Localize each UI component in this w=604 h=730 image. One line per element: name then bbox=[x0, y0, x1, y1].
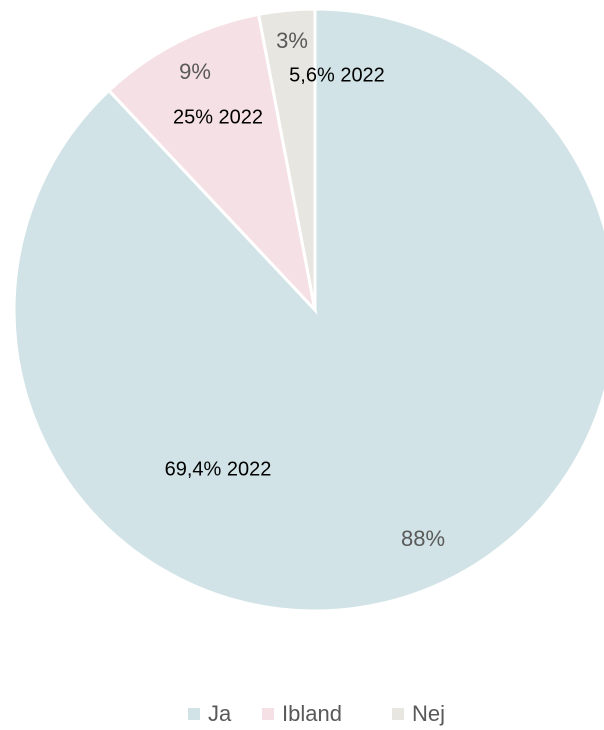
pie-slice bbox=[12, 7, 604, 613]
pie-slice bbox=[106, 12, 318, 315]
data-label: 3% bbox=[276, 28, 308, 53]
pie-slice bbox=[256, 7, 317, 311]
legend-swatch bbox=[262, 708, 274, 720]
legend-label: Ja bbox=[208, 701, 232, 726]
legend-label: Nej bbox=[412, 701, 445, 726]
legend-label: Ibland bbox=[282, 701, 342, 726]
legend-swatch bbox=[392, 708, 404, 720]
data-label: 88% bbox=[401, 526, 445, 551]
annotation: 25% 2022 bbox=[173, 106, 263, 128]
data-label: 9% bbox=[179, 59, 211, 84]
annotation: 5,6% 2022 bbox=[289, 64, 385, 86]
legend-swatch bbox=[188, 708, 200, 720]
annotation: 69,4% 2022 bbox=[165, 458, 272, 480]
